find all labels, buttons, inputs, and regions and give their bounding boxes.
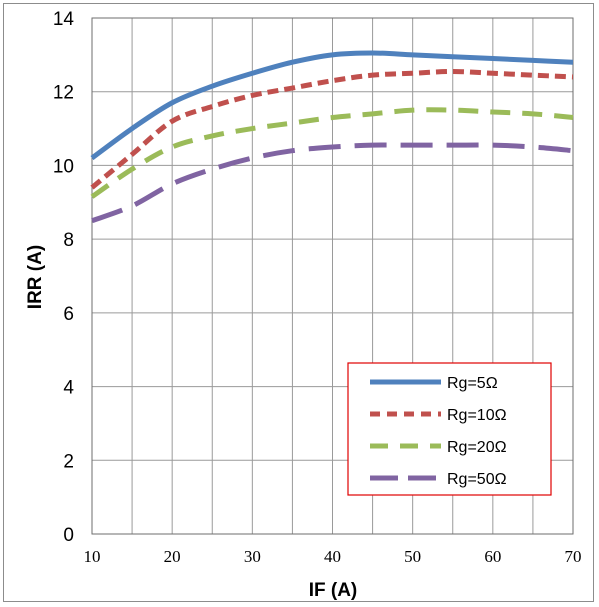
x-axis-label: IF (A) — [309, 580, 358, 601]
y-tick-label: 0 — [63, 525, 74, 546]
series-line-3 — [90, 107, 574, 199]
y-axis-label: IRR (A) — [25, 245, 46, 309]
legend-box — [347, 362, 552, 496]
x-tick-label: 50 — [404, 547, 421, 566]
series-lines — [90, 50, 574, 224]
x-tick-label: 60 — [484, 547, 501, 566]
x-tick-label: 20 — [164, 547, 181, 566]
legend-label-3: Rg=20Ω — [447, 439, 507, 456]
x-tick-label: 10 — [84, 547, 101, 566]
x-tick-label: 70 — [565, 547, 582, 566]
plot-area-border — [91, 17, 574, 535]
legend: Rg=5Ω Rg=10Ω Rg=20Ω Rg=50Ω — [347, 362, 552, 496]
y-tick-label: 4 — [63, 378, 74, 399]
y-tick-label: 6 — [63, 304, 74, 325]
legend-label-1: Rg=5Ω — [447, 375, 498, 392]
legend-label-4: Rg=50Ω — [447, 471, 507, 488]
series-line-4 — [91, 142, 574, 224]
y-tick-label: 8 — [63, 230, 74, 251]
x-tick-label: 40 — [324, 547, 341, 566]
series-line-1 — [90, 50, 574, 161]
x-tick-label: 30 — [244, 547, 261, 566]
y-tick-label: 10 — [53, 156, 74, 177]
series-line-2 — [90, 68, 574, 190]
y-tick-label: 14 — [53, 9, 75, 30]
chart-frame — [3, 3, 594, 602]
y-tick-label: 2 — [63, 451, 74, 472]
y-tick-label: 12 — [53, 83, 74, 104]
legend-label-2: Rg=10Ω — [447, 407, 507, 424]
tick-labels: 10 20 30 40 50 60 70 0 2 4 6 8 10 12 14 — [53, 9, 582, 566]
